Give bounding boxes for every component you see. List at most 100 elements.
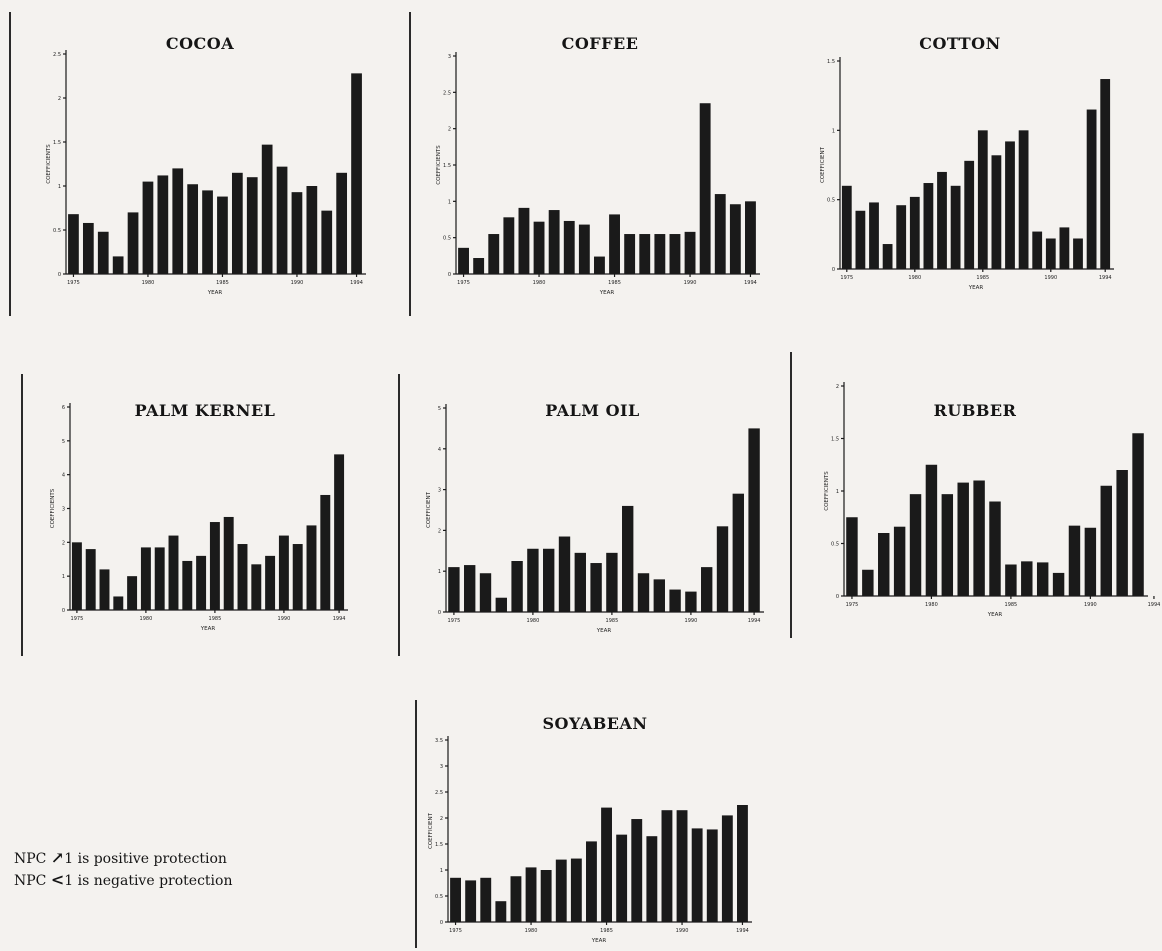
y-tick-label: 1: [836, 489, 839, 495]
x-axis-title: YEAR: [987, 612, 1003, 618]
bar: [606, 552, 618, 612]
bar: [1116, 470, 1128, 596]
chart-title: SOYABEAN: [542, 714, 648, 733]
x-tick-label: 1994: [1148, 602, 1161, 608]
y-tick-label: 0.5: [443, 236, 451, 242]
x-tick-label: 1990: [1084, 602, 1097, 608]
bar: [495, 901, 507, 922]
y-tick-label: 1.5: [435, 842, 443, 848]
bar: [624, 234, 636, 274]
chart-svg: 0 0.5 1 1.5 1975 1980 1985 1990 1994 YEAR COEFFICI…: [820, 57, 1114, 291]
bar: [278, 535, 289, 610]
y-tick-label: 0.5: [827, 198, 835, 204]
x-tick-label: 1980: [142, 280, 155, 286]
x-tick-label: 1985: [600, 928, 613, 934]
arrow-up-icon: ↗: [50, 848, 65, 867]
bar: [473, 258, 485, 274]
bar: [503, 217, 515, 274]
x-tick-label: 1990: [291, 280, 304, 286]
x-tick-label: 1980: [925, 602, 938, 608]
bar: [196, 555, 207, 610]
chart-svg: 0 0.5 1 1.5 2 2.5 3 1975 1980 1985 1990 1994 YEAR COE…: [436, 52, 760, 296]
bar: [676, 810, 688, 922]
y-tick-label: 2: [58, 96, 61, 102]
bar: [237, 544, 248, 610]
bar: [1005, 141, 1015, 269]
bar: [465, 880, 477, 922]
bar: [157, 175, 169, 274]
bar: [265, 555, 276, 610]
bar: [745, 201, 756, 274]
y-axis-title: COEFFICIENT: [428, 812, 434, 849]
x-tick-label: 1975: [457, 280, 470, 286]
y-axis-title: COEFFICIENT: [426, 491, 432, 528]
bar: [113, 596, 124, 610]
bar: [669, 589, 681, 612]
y-tick-label: 1: [62, 574, 65, 580]
x-tick-label: 1980: [527, 618, 540, 624]
bar: [543, 548, 555, 612]
bar: [586, 841, 597, 922]
bar: [548, 210, 560, 274]
y-tick-label: 2.5: [443, 90, 451, 96]
bar: [1052, 572, 1065, 596]
y-tick-label: 5: [438, 406, 441, 412]
y-tick-label: 2: [438, 528, 441, 534]
bar: [732, 493, 744, 612]
bar: [251, 564, 262, 610]
bar: [594, 256, 605, 274]
bar: [306, 525, 317, 610]
bar: [68, 214, 79, 274]
y-tick-label: 0.5: [435, 894, 443, 900]
bar: [578, 224, 590, 274]
bar: [518, 207, 530, 274]
bar: [661, 810, 673, 922]
bar: [570, 858, 582, 922]
bar: [464, 565, 476, 612]
bar: [182, 560, 193, 610]
y-tick-label: 0: [58, 272, 61, 278]
bar: [893, 526, 906, 596]
x-tick-label: 1990: [685, 618, 698, 624]
bar: [306, 186, 318, 274]
bar: [909, 494, 922, 596]
y-axis-title: COEFFICIENTS: [50, 488, 56, 528]
divider-rule: [398, 374, 400, 656]
bar: [989, 501, 1001, 596]
bar: [563, 220, 575, 274]
y-tick-label: 1.5: [443, 163, 451, 169]
bar: [973, 480, 985, 596]
x-tick-label: 1994: [350, 280, 363, 286]
bar: [321, 210, 333, 274]
chart-title: PALM OIL: [545, 401, 640, 420]
x-tick-label: 1994: [736, 928, 749, 934]
bar: [622, 505, 634, 612]
y-tick-label: 1: [440, 868, 443, 874]
bar: [276, 166, 288, 274]
bar: [527, 548, 539, 612]
bar: [292, 544, 303, 610]
bar: [351, 73, 362, 274]
bar: [231, 172, 243, 274]
x-tick-label: 1975: [840, 275, 853, 281]
x-tick-label: 1975: [71, 616, 84, 622]
bar: [172, 168, 184, 274]
less-than-icon: <: [50, 870, 65, 889]
y-tick-label: 3: [440, 764, 443, 770]
x-tick-label: 1985: [976, 275, 989, 281]
bar: [525, 867, 537, 922]
chart-title: COFFEE: [561, 34, 639, 53]
chart-coffee: COFFEE 0 0.5 1 1.5 2 2.5 3 1975 1980 1985 1990 1994…: [420, 28, 780, 308]
bar: [168, 535, 179, 610]
bar: [616, 834, 628, 922]
bar: [448, 567, 460, 612]
bar: [1100, 485, 1112, 596]
chart-title: COTTON: [919, 34, 1001, 53]
bar: [685, 591, 697, 612]
y-tick-label: 0: [832, 267, 835, 273]
x-axis-title: YEAR: [596, 628, 612, 634]
x-tick-label: 1975: [846, 602, 859, 608]
x-tick-label: 1980: [525, 928, 538, 934]
y-tick-label: 0: [438, 610, 441, 616]
x-tick-label: 1990: [676, 928, 689, 934]
